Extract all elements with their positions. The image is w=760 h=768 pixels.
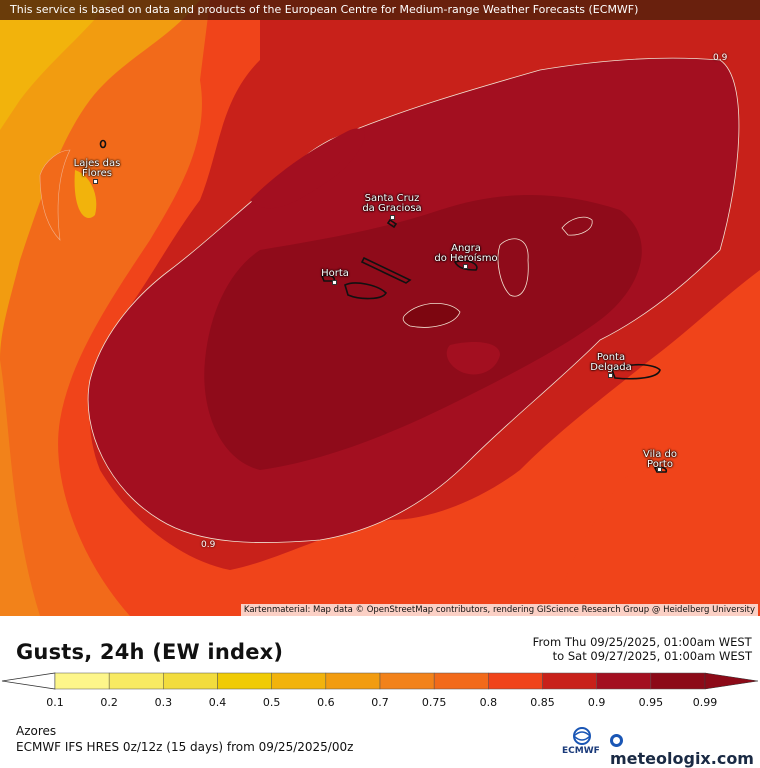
scale-swatch <box>379 672 435 690</box>
city-marker <box>390 215 395 220</box>
color-scale-bar <box>1 672 759 690</box>
scale-swatch <box>650 672 706 690</box>
meteologix-brand[interactable]: meteologix.com <box>610 730 760 768</box>
scale-swatch <box>325 672 381 690</box>
ecmwf-disclaimer-banner: This service is based on data and produc… <box>0 0 760 20</box>
city-marker <box>93 179 98 184</box>
scale-max-arrow <box>704 672 759 690</box>
map-attribution: Kartenmaterial: Map data © OpenStreetMap… <box>240 604 758 616</box>
scale-swatch <box>217 672 272 690</box>
contour-label: 0.9 <box>713 53 728 63</box>
model-info: ECMWF IFS HRES 0z/12z (15 days) from 09/… <box>16 740 354 754</box>
ecmwf-logo-icon <box>573 727 591 745</box>
scale-tick-label: 0.4 <box>208 696 227 709</box>
city-label-santa-cruz-da-graciosa: Santa Cruz da Graciosa <box>362 193 422 214</box>
region-label: Azores <box>16 724 57 738</box>
scale-tick-label: 0.5 <box>262 696 281 709</box>
city-marker <box>657 467 662 472</box>
city-label-vila-do-porto: Vila do Porto <box>643 449 677 470</box>
city-marker <box>608 373 613 378</box>
city-marker <box>463 264 468 269</box>
scale-tick-label: 0.75 <box>421 696 447 709</box>
city-marker <box>332 280 337 285</box>
scale-tick-label: 0.85 <box>530 696 555 709</box>
scale-swatch <box>488 672 543 690</box>
scale-tick-label: 0.95 <box>638 696 664 709</box>
map-title: Gusts, 24h (EW index) <box>16 640 284 664</box>
ecmwf-logo-text: ECMWF <box>562 746 600 756</box>
gust-index-field <box>0 0 760 616</box>
date-to: to Sat 09/27/2025, 01:00am WEST <box>552 649 752 663</box>
contour-label: 0.9 <box>201 540 216 550</box>
date-from: From Thu 09/25/2025, 01:00am WEST <box>532 635 752 649</box>
scale-tick-label: 0.2 <box>100 696 118 709</box>
scale-tick-label: 0.7 <box>371 696 389 709</box>
scale-min-arrow <box>1 672 56 690</box>
scale-swatch <box>163 672 218 690</box>
scale-tick-label: 0.6 <box>317 696 335 709</box>
scale-swatch <box>596 672 652 690</box>
scale-tick-label: 0.99 <box>692 696 718 709</box>
city-label-ponta-delgada: Ponta Delgada <box>590 352 632 373</box>
scale-tick-label: 0.1 <box>46 696 64 709</box>
meteologix-logo-icon <box>610 734 623 747</box>
scale-tick-label: 0.8 <box>479 696 498 709</box>
weather-map: This service is based on data and produc… <box>0 0 760 616</box>
scale-tick-label: 0.3 <box>154 696 173 709</box>
scale-swatch <box>108 672 164 690</box>
scale-swatch <box>54 672 110 690</box>
city-label-lajes-das-flores: Lajes das Flores <box>73 158 121 179</box>
city-label-horta: Horta <box>321 268 349 279</box>
brand-text: meteologix.com <box>610 749 754 768</box>
date-range: From Thu 09/25/2025, 01:00am WEST to Sat… <box>533 635 752 663</box>
city-label-angra-do-heroismo: Angra do Heroísmo <box>434 243 498 264</box>
scale-swatch <box>271 672 327 690</box>
scale-swatch <box>542 672 597 690</box>
scale-tick-label: 0.9 <box>587 696 606 709</box>
scale-swatch <box>433 672 489 690</box>
